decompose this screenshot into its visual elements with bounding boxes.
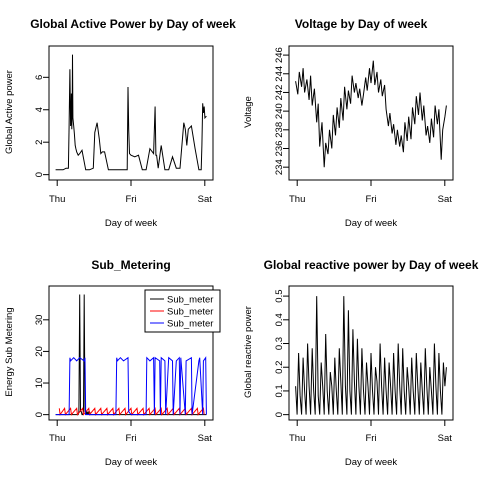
y-tick-label: 246 — [274, 47, 285, 63]
y-tick-label: 240 — [274, 103, 285, 119]
x-tick-label: Fri — [125, 194, 136, 205]
y-tick-label: 242 — [274, 85, 285, 101]
y-tick-label: 234 — [274, 159, 285, 175]
x-tick-label: Thu — [289, 194, 305, 205]
series-line-1 — [55, 54, 207, 171]
panel-1: Global Active Power by Day of week Thu Fri… — [4, 17, 236, 229]
x-tick-label: Sat — [198, 194, 213, 205]
series-line-1 — [295, 60, 447, 168]
y-tick-label: 4 — [34, 107, 45, 112]
y-tick-label: 30 — [34, 315, 45, 326]
y-tick-label: 0 — [34, 172, 45, 177]
x-tick-label: Fri — [365, 433, 376, 444]
y-axis-label: Energy Sub Metering — [4, 307, 15, 396]
x-axis-label: Day of week — [105, 218, 158, 229]
y-tick-label: 236 — [274, 141, 285, 157]
series-line-3 — [55, 356, 207, 416]
y-tick-label: 0.1 — [274, 384, 285, 397]
y-tick-label: 0.5 — [274, 289, 285, 302]
y-tick-label: 10 — [34, 378, 45, 389]
y-tick-label: 0.4 — [274, 313, 285, 326]
y-tick-label: 0.3 — [274, 337, 285, 350]
y-axis-label: Global reactive power — [243, 306, 254, 398]
chart-title: Global Active Power by Day of week — [30, 17, 236, 31]
x-axis-label: Day of week — [345, 457, 398, 468]
panel-2: Voltage by Day of week Thu Fri Sat 234 236 238… — [243, 17, 454, 229]
panel-4: Global reactive power by Day of week Thu F… — [243, 258, 479, 468]
y-tick-label: 0 — [274, 412, 285, 417]
panel-3: Sub_Metering Thu Fri Sat 0 10 20 30 Day of week E… — [4, 258, 221, 468]
plot-frame — [48, 45, 214, 181]
x-axis-label: Day of week — [105, 457, 158, 468]
chart-title: Voltage by Day of week — [295, 17, 428, 31]
legend-box — [144, 289, 221, 333]
x-tick-label: Thu — [289, 433, 305, 444]
y-tick-label: 238 — [274, 122, 285, 138]
x-tick-label: Sat — [438, 194, 453, 205]
x-tick-label: Sat — [198, 433, 213, 444]
chart-title: Sub_Metering — [91, 258, 170, 272]
y-tick-label: 6 — [34, 75, 45, 80]
x-tick-label: Thu — [49, 433, 65, 444]
chart-title: Global reactive power by Day of week — [264, 258, 479, 272]
legend-label: Sub_meter — [167, 319, 213, 330]
y-axis-label: Voltage — [243, 96, 254, 128]
y-tick-label: 244 — [274, 66, 285, 82]
x-tick-label: Thu — [49, 194, 65, 205]
x-tick-label: Fri — [365, 194, 376, 205]
x-axis-label: Day of week — [345, 218, 398, 229]
x-tick-label: Fri — [125, 433, 136, 444]
x-tick-label: Sat — [438, 433, 453, 444]
legend-label: Sub_meter — [167, 307, 213, 318]
y-axis-label: Global Active power — [4, 70, 15, 154]
y-tick-label: 0.2 — [274, 361, 285, 374]
y-tick-label: 0 — [34, 412, 45, 417]
y-tick-label: 20 — [34, 346, 45, 357]
y-tick-label: 2 — [34, 140, 45, 145]
plot-frame — [288, 45, 454, 181]
legend-label: Sub_meter — [167, 295, 213, 306]
series-line-1 — [295, 296, 447, 415]
